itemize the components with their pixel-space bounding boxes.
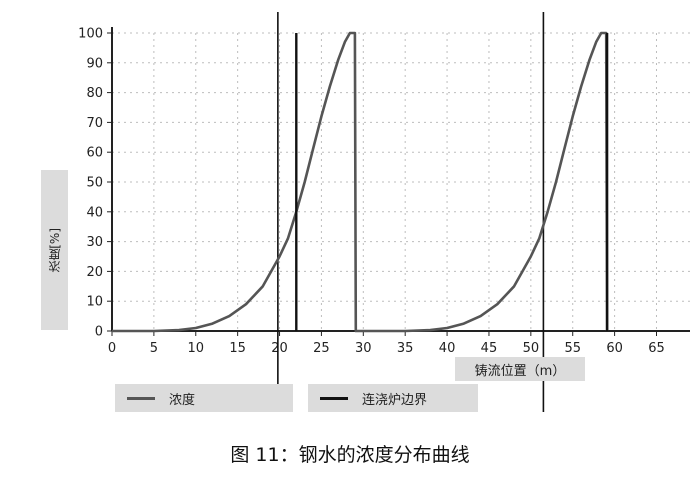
y-tick-label: 50 [86,176,103,191]
x-tick-label: 65 [648,341,665,356]
y-tick-label: 0 [95,325,103,340]
x-tick-label: 30 [355,341,372,356]
legend-label-concentration: 浓度 [169,392,196,408]
legend-item-concentration: 浓度 [115,384,293,412]
legend-item-heat-boundary: 连浇炉边界 [308,384,478,412]
axes [111,27,690,332]
series-line-0 [112,31,609,333]
x-axis-label: 铸流位置（m） [455,357,585,381]
legend-swatch-concentration [127,396,155,400]
x-tick-label: 25 [313,341,330,356]
x-tick-label: 35 [397,341,414,356]
y-ticks: 0 10 20 30 40 50 60 70 80 90 100 [78,27,112,340]
y-tick-label: 90 [86,56,103,71]
x-tick-label: 60 [606,341,623,356]
x-tick-label: 50 [523,341,540,356]
y-tick-label: 20 [86,265,103,280]
legend-label-heat-boundary: 连浇炉边界 [362,392,428,408]
annotations [277,12,545,412]
y-axis-label: 浓度[%] [41,170,68,330]
x-tick-label: 10 [187,341,204,356]
x-tick-label: 5 [150,341,158,356]
y-tick-label: 40 [86,205,103,220]
legend-swatch-heat-boundary [320,396,348,400]
series [112,31,609,333]
x-tick-label: 20 [271,341,288,356]
x-tick-label: 45 [481,341,498,356]
x-tick-label: 40 [439,341,456,356]
x-tick-label: 15 [229,341,246,356]
y-tick-label: 30 [86,235,103,250]
x-tick-label: 0 [108,341,116,356]
y-tick-label: 100 [78,27,103,42]
y-tick-label: 60 [86,146,103,161]
grid [112,32,690,331]
y-tick-label: 80 [86,86,103,101]
series-line-1 [295,33,609,331]
y-tick-label: 10 [86,295,103,310]
figure-caption: 图 11：钢水的浓度分布曲线 [230,444,470,466]
y-axis-label-background [41,170,68,330]
y-axis-label-text: 浓度[%] [48,227,62,273]
x-ticks: 0 5 10 15 20 25 30 35 40 45 50 55 60 65 [108,331,665,356]
x-tick-label: 55 [564,341,581,356]
y-tick-label: 70 [86,116,103,131]
